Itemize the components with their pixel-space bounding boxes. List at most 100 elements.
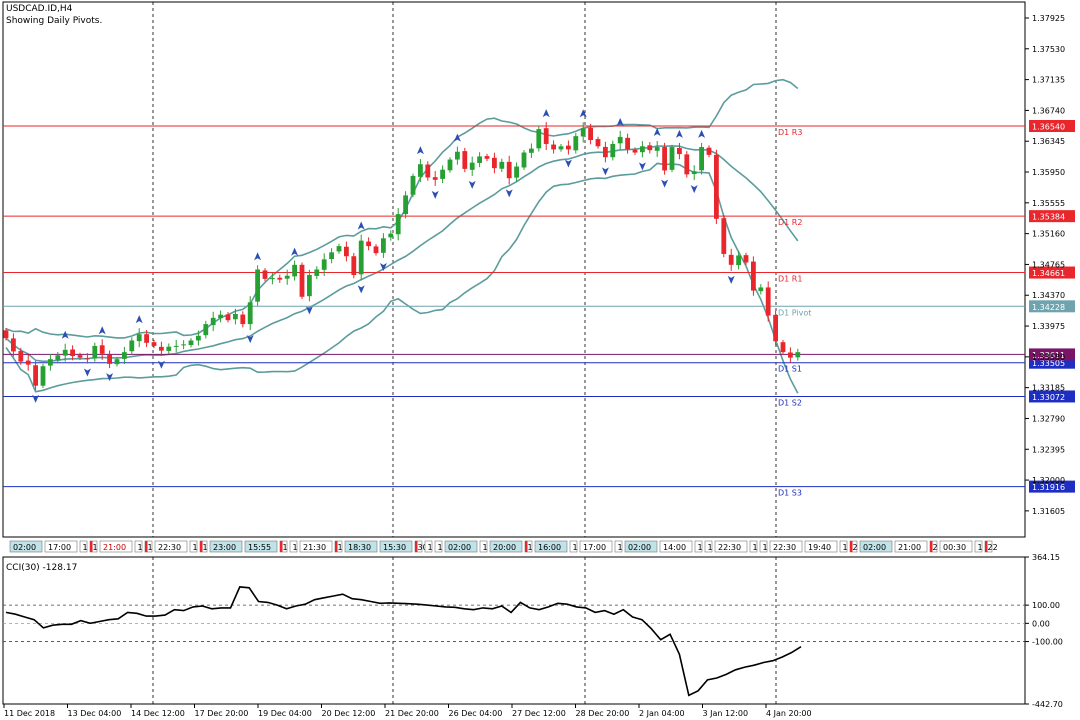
candle (55, 355, 61, 361)
current-price-tag (1029, 348, 1075, 361)
session-label: 21:00 (898, 543, 921, 552)
session-cell (534, 540, 568, 553)
fractal-down-arrow (83, 368, 91, 377)
candle (721, 218, 727, 254)
price-tick-label: 1.35555 (1032, 199, 1065, 208)
fractal-up-arrow (291, 247, 299, 256)
band-middle (5, 145, 799, 363)
session-label: 15:30 (383, 543, 406, 552)
fractal-down-arrow (690, 185, 698, 194)
pivot-name: D1 R3 (778, 128, 802, 137)
session-label: 1 (138, 543, 143, 552)
candle (203, 324, 209, 336)
candle (210, 317, 216, 326)
cci-tick-label: 364.15 (1032, 553, 1060, 562)
fractal-down-arrow (468, 180, 476, 189)
candle (188, 340, 194, 345)
candle (795, 352, 801, 358)
price-tick-label: 1.36345 (1032, 137, 1065, 146)
cci-panel: CCI(30) -128.17 364.15 100.00 0.00 -100.00 -4… (3, 553, 1063, 709)
fractal-down-arrow (157, 360, 165, 369)
session-label: 1 (573, 543, 578, 552)
session-label: 30 (418, 543, 428, 552)
candle (122, 352, 127, 359)
price-tick-label: 1.31605 (1032, 507, 1065, 516)
session-cell (714, 540, 748, 553)
candle (558, 146, 564, 150)
candle (580, 128, 586, 137)
fractal-up-arrow (579, 109, 587, 118)
session-label: 02:00 (863, 543, 886, 552)
candle (366, 241, 371, 247)
session-label: 1 (338, 543, 343, 552)
session-cell (804, 540, 838, 553)
session-label: 1 (698, 543, 703, 552)
time-tick-label: 11 Dec 2018 (4, 709, 55, 718)
time-tick-label: 3 Jan 12:00 (703, 709, 749, 718)
session-label: 1 (283, 543, 288, 552)
session-label: 1 (148, 543, 153, 552)
candle (699, 147, 704, 171)
chart-subtitle: Showing Daily Pivots. (6, 16, 103, 26)
candle (425, 164, 431, 178)
candle (233, 313, 238, 320)
candle (632, 149, 638, 153)
candle (529, 148, 534, 153)
candle (743, 255, 749, 263)
session-marker (415, 541, 418, 552)
time-tick-label: 17 Dec 20:00 (195, 709, 249, 718)
session-label: 1 (203, 543, 208, 552)
current-price-label: 1.33611 (1032, 351, 1065, 360)
candle (514, 166, 519, 178)
pivot-price-tag (1029, 266, 1075, 279)
session-label: 2 (933, 543, 938, 552)
session-cell (299, 540, 333, 553)
session-label: 1 (293, 543, 298, 552)
session-label: 1 (93, 543, 98, 552)
session-label: 1 (428, 543, 433, 552)
candle (662, 147, 667, 171)
session-label: 22:30 (718, 543, 741, 552)
time-tick-label: 2 Jan 04:00 (639, 709, 685, 718)
session-label: 21:00 (103, 543, 126, 552)
candle (292, 264, 297, 277)
fractal-arrows (32, 109, 735, 403)
session-marker (90, 541, 93, 552)
time-tick-label: 27 Dec 12:00 (512, 709, 566, 718)
fractal-down-arrow (661, 179, 669, 188)
candle (477, 156, 482, 163)
candle (181, 344, 186, 346)
session-cell (974, 540, 983, 553)
candle (625, 137, 630, 150)
fractal-up-arrow (135, 315, 143, 324)
fractal-up-arrow (357, 221, 365, 230)
candle (788, 352, 793, 358)
session-label: 23:00 (213, 543, 236, 552)
fractal-down-arrow (379, 262, 387, 271)
candle (166, 346, 172, 351)
session-marker (200, 541, 203, 552)
main-frame-rect (2, 1, 1026, 538)
main-panel-frame (2, 1, 1026, 705)
session-cell (209, 540, 243, 553)
candle (603, 146, 608, 158)
candle (225, 314, 231, 321)
session-cell (9, 540, 43, 553)
candle (469, 162, 475, 170)
candle (521, 152, 527, 168)
vertical-separators (152, 2, 777, 704)
session-bar[interactable]: 02:00 17:00 1 1 21:00 1 1 22:30 1 1 23:00 15:55 1 1 21… (3, 539, 1032, 553)
candle (691, 171, 697, 175)
candle (70, 349, 75, 357)
session-label: 02:00 (628, 543, 651, 552)
session-label: 17:00 (583, 543, 606, 552)
session-label: 17:00 (48, 543, 71, 552)
bollinger-bands (5, 78, 799, 394)
candle (240, 314, 246, 325)
session-cell (894, 540, 928, 553)
candle (18, 351, 24, 362)
pivot-price-tag (1029, 300, 1075, 313)
session-cell (344, 540, 378, 553)
candle (107, 354, 112, 364)
